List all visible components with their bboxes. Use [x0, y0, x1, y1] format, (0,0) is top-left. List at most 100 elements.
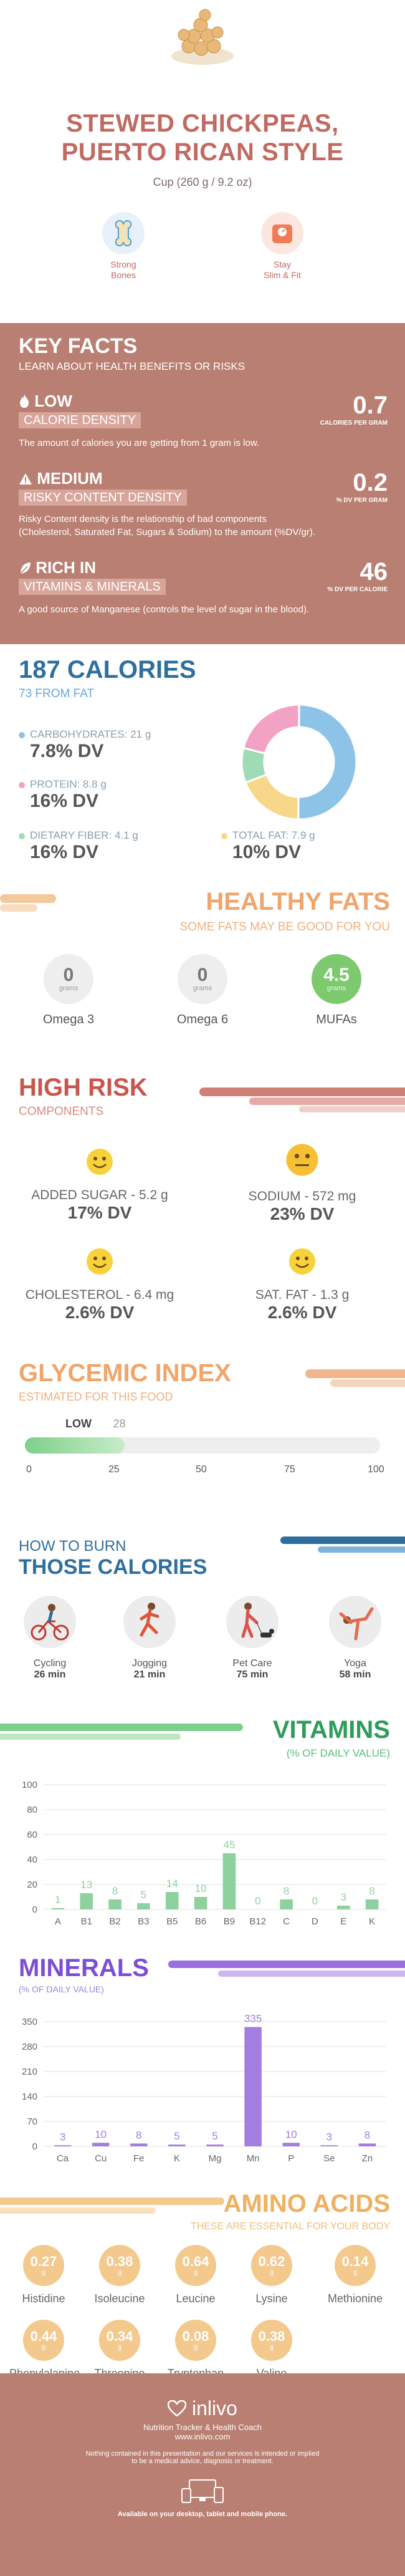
amino-unit: g: [117, 2343, 122, 2351]
fat-unit: grams: [193, 985, 212, 992]
amino-unit: g: [269, 2269, 274, 2276]
fat-badge: 0 grams: [44, 954, 93, 1004]
amino-value: 0.27: [30, 2254, 57, 2269]
x-tick-label: Fe: [133, 2153, 145, 2164]
fact-desc-1: Risky Content density is the relationshi…: [19, 514, 267, 524]
bar-K: [168, 2144, 186, 2146]
fat-unit: grams: [59, 985, 79, 992]
fat-unit: grams: [326, 985, 346, 992]
burn-decor: [280, 1536, 405, 1553]
badge-strong-bones: Strong Bones: [86, 212, 161, 281]
flame-icon: [20, 394, 29, 408]
amino-badge: 0.34 g: [99, 2320, 140, 2361]
x-tick-label: A: [55, 1916, 61, 1927]
glycemic-title: GLYCEMIC INDEX: [19, 1359, 231, 1387]
bar-Fe: [130, 2143, 148, 2146]
amino-unit: g: [41, 2269, 46, 2276]
title-line-1: STEWED CHICKPEAS,: [66, 110, 339, 137]
amino-threonine: 0.34g Threonine: [85, 2320, 154, 2380]
x-tick-label: B3: [138, 1916, 149, 1927]
high-risk-subtitle: COMPONENTS: [19, 1105, 104, 1118]
fat-value: 0: [63, 965, 74, 985]
bar-P: [282, 2143, 300, 2146]
x-tick-label: K: [174, 2153, 180, 2164]
x-tick-label: K: [369, 1916, 375, 1927]
fact-value-block: 0.2 % DV PER GRAM: [288, 469, 388, 504]
x-tick-label: B9: [224, 1916, 235, 1927]
amino-title: AMINO ACIDS: [223, 2190, 390, 2217]
macro-protein: PROTEIN: 8.8 g 16% DV: [19, 778, 107, 812]
y-tick-label: 350: [22, 2017, 37, 2027]
glycemic-level: LOW: [65, 1417, 92, 1430]
amino-value: 0.62: [258, 2254, 285, 2269]
amino-methionine: 0.14 g Methionine: [321, 2245, 389, 2305]
scale-icon: [261, 212, 303, 254]
fat-value: 0: [197, 965, 208, 985]
burn-time: 26 min: [34, 1669, 66, 1680]
x-tick-label: B5: [166, 1916, 178, 1927]
donut-slice-total-fat: [244, 773, 300, 821]
fact-unit: CALORIES PER GRAM: [320, 420, 388, 427]
bar-B5: [165, 1892, 179, 1909]
risk-label: SODIUM - 572 mg: [248, 1189, 356, 1204]
minerals-decor: [168, 1961, 405, 1977]
risk-dv: 2.6% DV: [65, 1303, 135, 1322]
x-tick-label: C: [283, 1916, 290, 1927]
risk-dv: 2.6% DV: [267, 1303, 337, 1322]
bar-value-label: 10: [195, 1883, 207, 1894]
minerals-title: MINERALS: [19, 1954, 149, 1982]
macro-dv: 10% DV: [232, 842, 302, 862]
macro-total-fat: TOTAL FAT: 7.9 g 10% DV: [221, 829, 315, 863]
macro-label: DIETARY FIBER: 4.1 g: [30, 829, 138, 841]
amino-tryptophan: 0.08g Tryptophan: [161, 2320, 230, 2380]
burn-title-1: HOW TO BURN: [19, 1538, 126, 1555]
bar-Cu: [92, 2143, 110, 2146]
burn-yoga: Yoga 58 min: [318, 1595, 393, 1681]
bar-B9: [222, 1853, 236, 1909]
risk-sodium: SODIUM - 572 mg 23% DV: [221, 1142, 383, 1224]
tick-label: 50: [196, 1464, 207, 1475]
fact-level-text: LOW: [34, 392, 72, 410]
amino-unit: g: [41, 2343, 46, 2351]
brand-logo: inlivo: [0, 2397, 405, 2420]
footer-url[interactable]: www.inlivo.com: [174, 2432, 231, 2441]
risk-label: SAT. FAT - 1.3 g: [255, 1288, 350, 1302]
burn-time: 21 min: [133, 1669, 166, 1680]
bar-K: [365, 1899, 379, 1909]
tick-label: 0: [26, 1464, 32, 1475]
minerals-bar-chart: 0 70 140 210 280 350 3 Ca 10 Cu 8 Fe 5 K 5 Mg 335 Mn 10 P 3 S…: [22, 2013, 386, 2164]
bar-value-label: 8: [364, 2129, 370, 2141]
x-tick-label: Mn: [247, 2153, 260, 2164]
x-tick-label: Ca: [57, 2153, 69, 2164]
fact-desc: A good source of Manganese (controls the…: [19, 604, 310, 615]
bar-C: [280, 1899, 293, 1909]
fact-value: 0.2: [353, 469, 388, 496]
bar-value-label: 8: [112, 1885, 118, 1897]
footer-disclaimer-1: Nothing contained in this presentation a…: [85, 2450, 320, 2458]
y-tick-label: 20: [27, 1879, 37, 1890]
fact-unit: % DV PER CALORIE: [327, 586, 388, 593]
burn-label: Yoga: [344, 1658, 366, 1669]
devices-icon: [0, 2479, 405, 2507]
x-tick-label: Mg: [209, 2153, 222, 2164]
fact-level: LOW: [19, 392, 259, 411]
y-tick-label: 140: [22, 2091, 37, 2102]
badge-label-1: Strong: [110, 259, 136, 269]
amino-value: 0.38: [258, 2328, 285, 2344]
macro-dv: 7.8% DV: [30, 741, 104, 761]
amino-badge: 0.38 g: [251, 2320, 292, 2361]
x-tick-label: B1: [81, 1916, 92, 1927]
high-risk-title: HIGH RISK: [19, 1074, 148, 1101]
cycling-icon: [24, 1596, 76, 1648]
x-tick-label: Cu: [95, 2153, 107, 2164]
risk-label: ADDED SUGAR - 5.2 g: [31, 1188, 168, 1202]
amino-leucine: 0.64 g Leucine: [161, 2245, 230, 2305]
amino-histidine: 0.27 g Histidine: [9, 2245, 78, 2305]
amino-badge: 0.08 g: [175, 2320, 216, 2361]
amino-subtitle: THESE ARE ESSENTIAL FOR YOUR BODY: [190, 2221, 390, 2232]
amino-value: 0.64: [182, 2254, 209, 2269]
vitamins-decor: [0, 1724, 243, 1740]
amino-unit: g: [117, 2269, 122, 2276]
bar-value-label: 0: [312, 1895, 318, 1907]
tick-label: 25: [108, 1464, 120, 1475]
